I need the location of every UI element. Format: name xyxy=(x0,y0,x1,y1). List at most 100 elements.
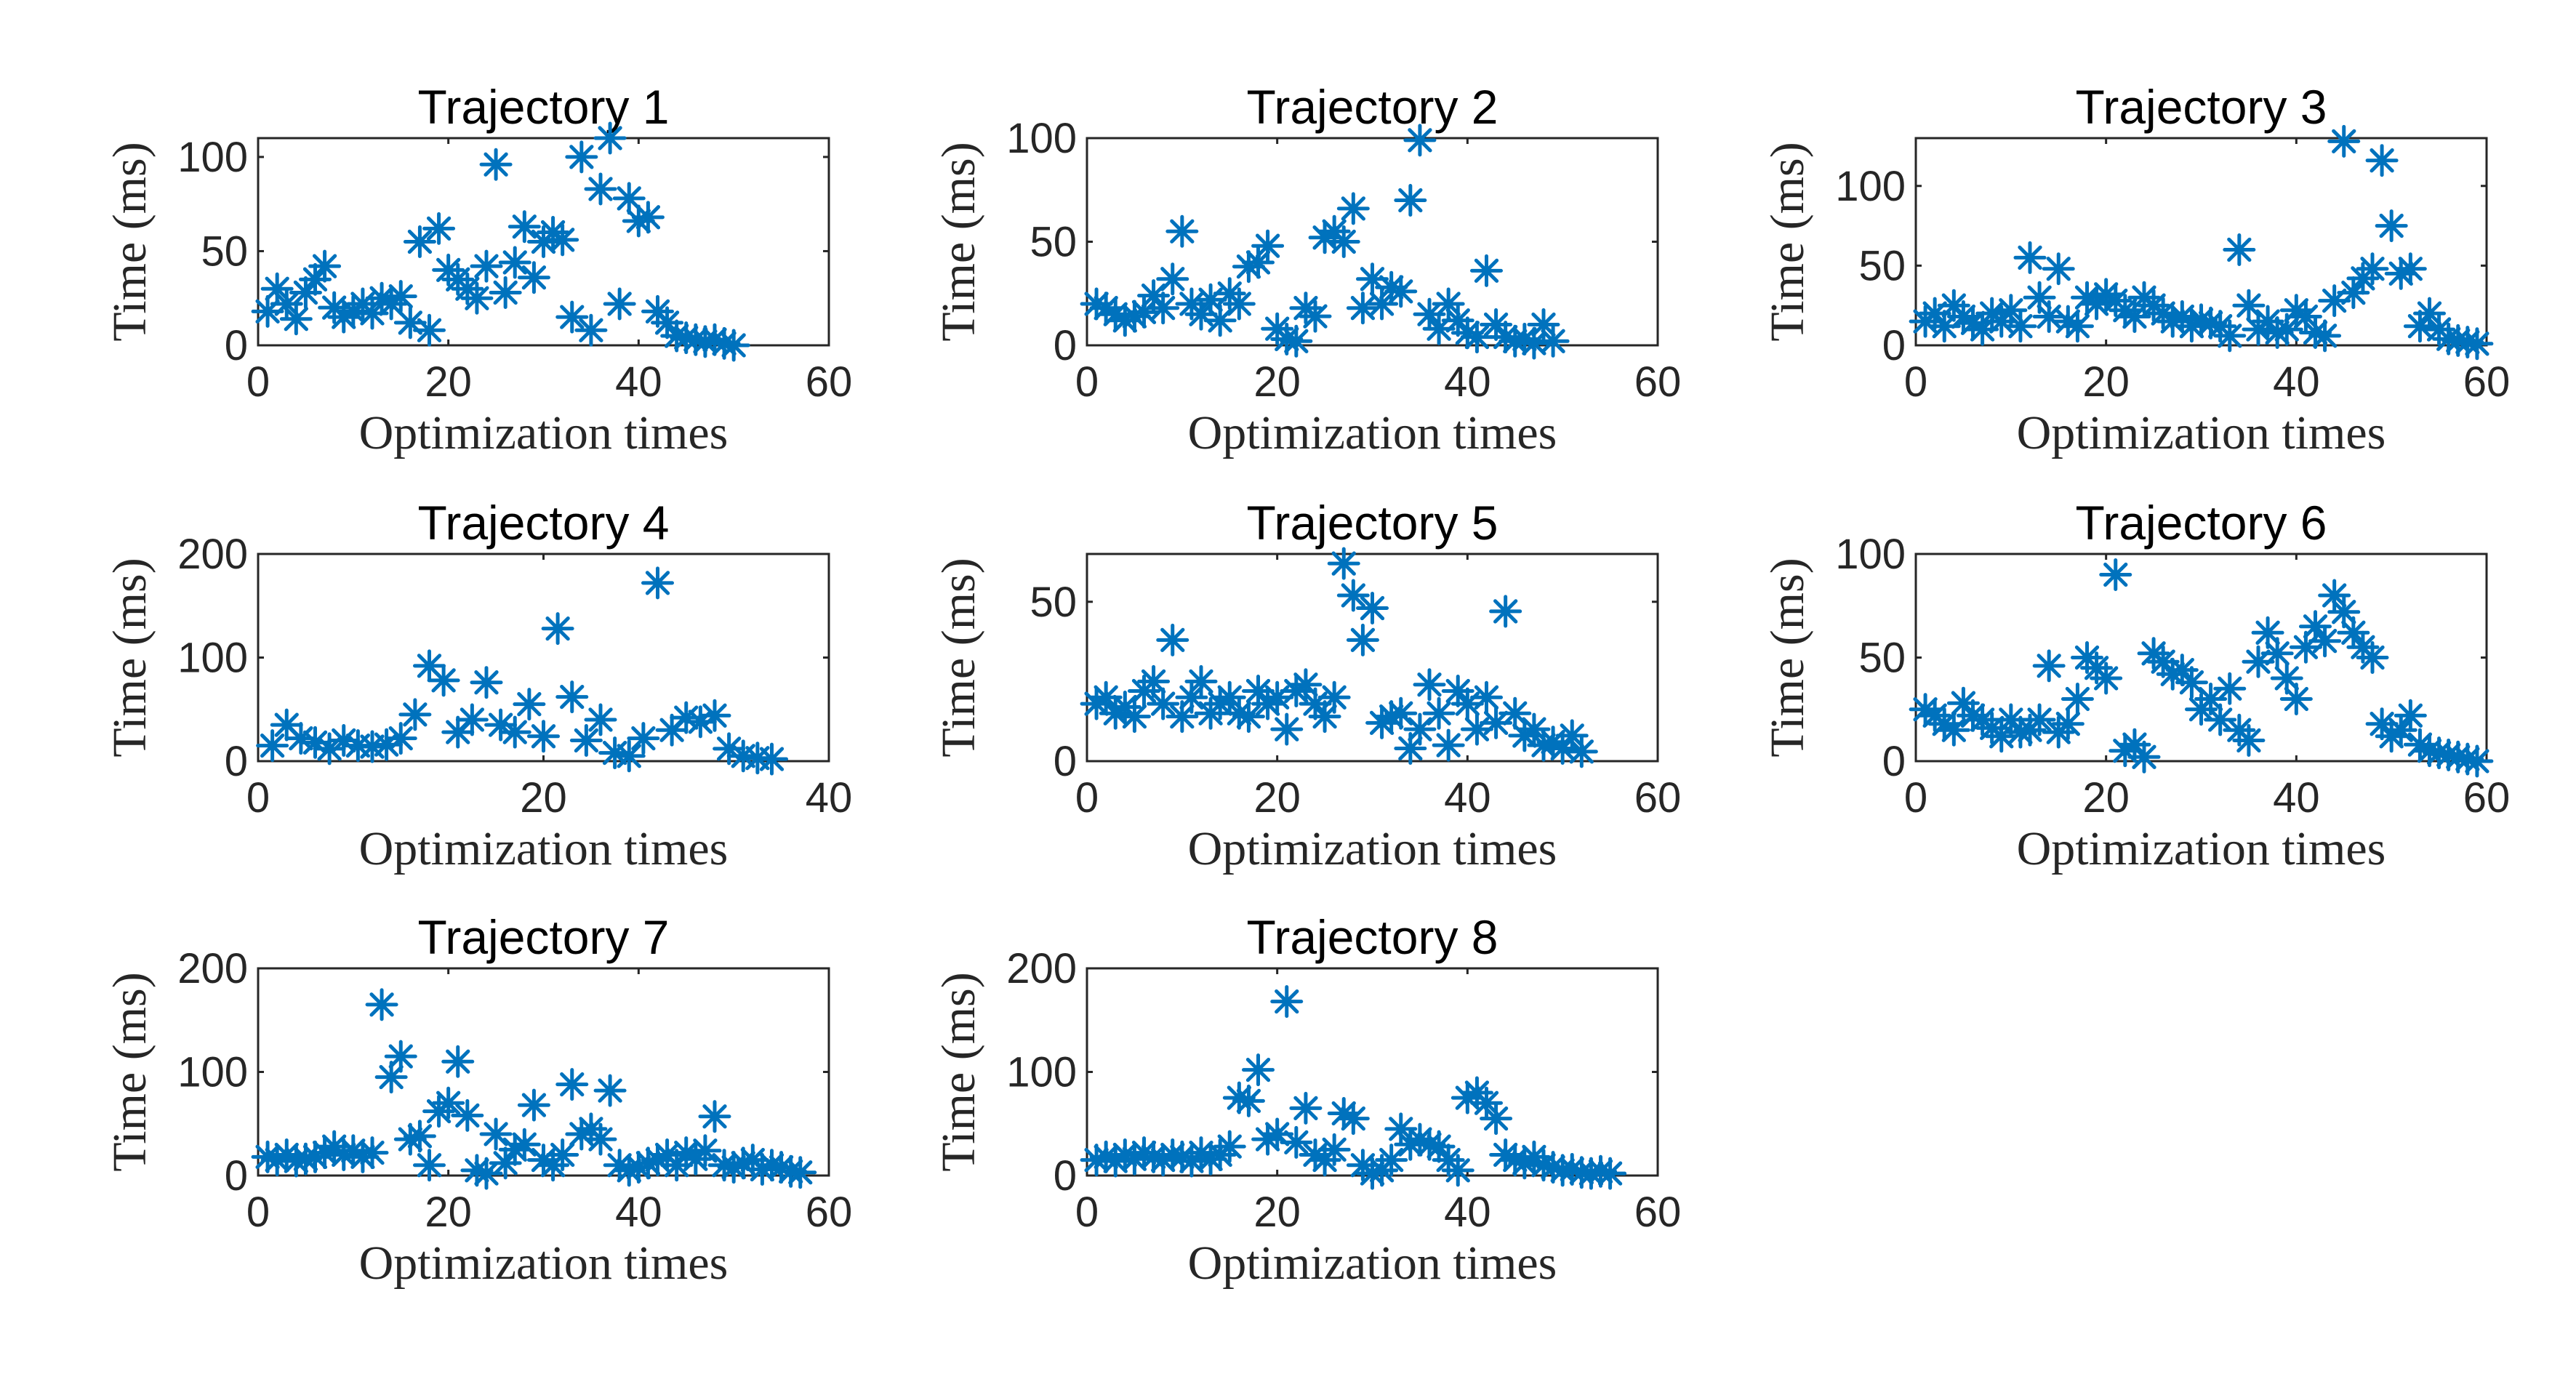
data-point xyxy=(726,739,760,773)
y-axis-label: Time (ms) xyxy=(932,142,985,341)
x-tick-label: 20 xyxy=(520,774,567,821)
subplot-1: 0 20 40 60 0 50 100 Trajectory 1 Optimization ti… xyxy=(103,80,852,459)
subplot-title: Trajectory 8 xyxy=(1247,910,1498,964)
x-tick-label: 40 xyxy=(615,1189,662,1236)
data-point xyxy=(2023,281,2056,314)
x-tick-label: 60 xyxy=(2463,358,2511,406)
data-point xyxy=(1137,664,1171,698)
y-tick-label: 0 xyxy=(1054,738,1077,785)
data-point xyxy=(1213,1130,1246,1163)
y-tick-label: 50 xyxy=(201,228,248,275)
data-point xyxy=(1156,262,1189,296)
y-tick-label: 100 xyxy=(1006,1049,1077,1096)
data-point xyxy=(1536,726,1570,759)
data-point xyxy=(2327,124,2361,158)
data-point xyxy=(2270,313,2303,346)
data-point xyxy=(1242,675,1275,708)
data-point xyxy=(413,1149,446,1182)
data-point xyxy=(1080,287,1113,321)
data-point xyxy=(1394,731,1427,765)
data-point xyxy=(1422,1130,1456,1163)
x-tick-label: 60 xyxy=(2463,774,2511,821)
data-point xyxy=(1375,700,1408,734)
y-tick-label: 0 xyxy=(1882,322,1906,369)
data-point xyxy=(574,313,608,347)
y-tick-label: 200 xyxy=(1006,945,1077,992)
x-tick-label: 40 xyxy=(2273,358,2320,406)
data-point xyxy=(308,249,342,283)
data-point xyxy=(1508,322,1541,355)
data-point xyxy=(2289,300,2322,334)
data-point xyxy=(1365,706,1399,739)
data-point xyxy=(593,1074,627,1107)
data-point xyxy=(356,297,389,330)
data-point xyxy=(1299,687,1332,720)
data-point xyxy=(2090,662,2123,695)
data-point xyxy=(1118,700,1151,734)
x-tick-label: 20 xyxy=(425,1189,472,1236)
data-point xyxy=(1147,1144,1180,1177)
data-point xyxy=(2185,303,2218,337)
data-point xyxy=(1299,1138,1332,1171)
data-point xyxy=(441,1045,475,1078)
data-point xyxy=(622,1151,655,1184)
data-point xyxy=(603,287,636,321)
x-tick-label: 0 xyxy=(1075,1189,1099,1236)
data-point xyxy=(313,732,346,766)
subplot-7: 0 20 40 60 0 100 200 Trajectory 7 Optimization t… xyxy=(103,910,852,1290)
y-axis-label: Time (ms) xyxy=(932,558,985,757)
data-point xyxy=(2004,715,2037,749)
subplot-5: 0 20 40 60 0 50 Trajectory 5 Optimization times… xyxy=(932,496,1681,875)
y-tick-label: 50 xyxy=(1858,635,1906,682)
data-point xyxy=(565,1117,598,1151)
data-point xyxy=(1413,1128,1446,1161)
data-point xyxy=(1118,300,1151,333)
data-point xyxy=(393,306,427,340)
data-point xyxy=(1470,254,1503,287)
data-point xyxy=(1156,1138,1189,1171)
data-point xyxy=(1918,297,1951,330)
data-point xyxy=(1555,719,1589,752)
data-point xyxy=(1994,703,2028,736)
data-point xyxy=(1946,686,1980,720)
data-point xyxy=(2213,319,2247,353)
x-tick-label: 40 xyxy=(2273,774,2320,821)
data-point xyxy=(1450,1081,1484,1114)
data-point xyxy=(370,728,404,761)
data-point xyxy=(1346,623,1379,656)
data-point xyxy=(1165,700,1199,734)
data-point xyxy=(1251,1122,1285,1156)
data-point xyxy=(2403,310,2436,343)
data-point xyxy=(1489,595,1522,628)
data-point xyxy=(1270,985,1304,1019)
x-tick-label: 20 xyxy=(1253,358,1301,406)
data-point xyxy=(427,664,460,697)
data-point xyxy=(374,1061,408,1094)
subplot-4: 0 20 40 0 100 200 Trajectory 4 Optimization tim… xyxy=(103,496,852,875)
data-point xyxy=(2394,252,2427,286)
data-point xyxy=(755,1149,788,1182)
data-point xyxy=(1985,720,2018,753)
data-point xyxy=(1317,680,1351,714)
data-point xyxy=(612,1154,646,1187)
data-point xyxy=(2090,278,2123,311)
data-point xyxy=(627,722,660,755)
data-point xyxy=(1480,308,1513,341)
data-point xyxy=(2175,666,2208,699)
data-point xyxy=(1489,321,1522,354)
data-point xyxy=(593,121,627,155)
data-point xyxy=(1527,1149,1560,1182)
data-point xyxy=(698,1100,731,1133)
y-tick-label: 50 xyxy=(1858,242,1906,289)
data-point xyxy=(1213,680,1246,714)
data-point xyxy=(1432,287,1465,321)
data-point xyxy=(631,1146,665,1180)
data-point xyxy=(1099,297,1132,331)
data-point xyxy=(251,1140,284,1173)
data-point xyxy=(1489,1138,1522,1171)
data-point xyxy=(2251,616,2284,649)
data-point xyxy=(270,708,303,742)
data-point xyxy=(1242,1053,1275,1087)
data-point xyxy=(1184,297,1218,331)
data-point xyxy=(1089,292,1123,325)
